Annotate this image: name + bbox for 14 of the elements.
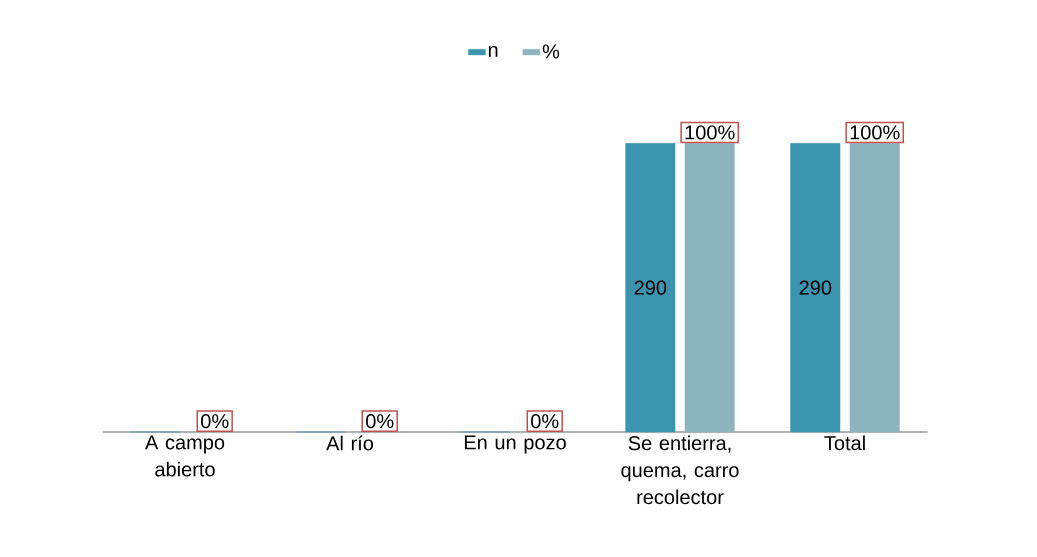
x-tick-label: En un pozo [464, 435, 566, 454]
x-tick-label: Total [824, 435, 865, 451]
legend-label: n [488, 45, 498, 57]
data-label: 290 [634, 280, 667, 295]
x-tick-label: Se entierra, quema, carro recolector [621, 435, 739, 505]
data-label: 100% [850, 125, 900, 140]
x-tick-label: Al río [326, 435, 374, 451]
data-label: 290 [799, 280, 832, 295]
data-label: 0% [201, 414, 229, 429]
data-label: 0% [531, 414, 559, 429]
data-label: 100% [685, 125, 735, 140]
data-label: 0% [366, 414, 394, 429]
legend-label: % [542, 44, 560, 59]
x-tick-label: A campo abierto [145, 435, 225, 477]
